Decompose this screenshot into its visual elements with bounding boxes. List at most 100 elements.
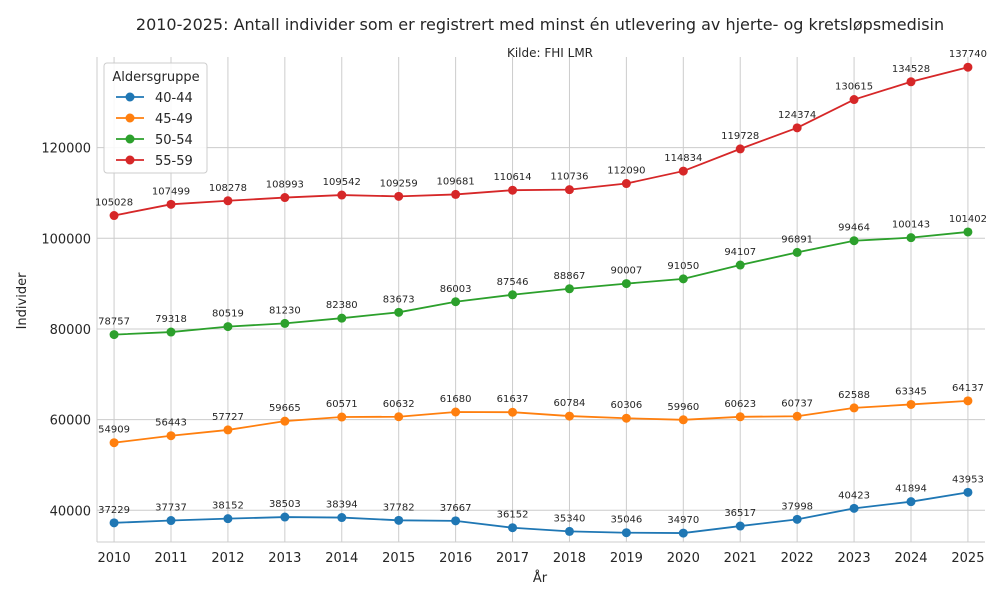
x-tick-label: 2024 [894, 551, 927, 566]
data-point [792, 411, 802, 421]
x-axis-label: År [533, 570, 548, 586]
data-point [109, 211, 119, 221]
data-point [337, 412, 347, 422]
x-tick-label: 2021 [724, 551, 757, 566]
series-40-44: 37229 37737 38152 38503 38394 37782 37667 36152… [98, 474, 984, 538]
legend-label: 40-44 [155, 91, 193, 106]
data-point [906, 497, 916, 507]
data-label: 41894 [895, 484, 927, 495]
x-tick-label: 2010 [98, 551, 131, 566]
data-point [508, 523, 518, 533]
series-line [113, 66, 969, 217]
data-point [280, 193, 290, 203]
grid [97, 57, 985, 542]
legend-label: 45-49 [155, 112, 193, 127]
data-label: 36517 [724, 508, 756, 519]
data-point [792, 123, 802, 133]
data-label: 137740 [949, 49, 987, 60]
data-label: 105028 [95, 198, 133, 209]
data-label: 40423 [838, 490, 870, 501]
data-point [906, 77, 916, 87]
data-point [621, 528, 631, 538]
data-label: 60623 [724, 399, 756, 410]
data-label: 94107 [724, 247, 756, 258]
y-tick-label: 100000 [41, 232, 91, 247]
x-tick-label: 2016 [439, 551, 472, 566]
data-point [564, 284, 574, 294]
legend-marker [125, 134, 135, 144]
data-point [337, 190, 347, 200]
data-point [508, 407, 518, 417]
data-point [223, 322, 233, 332]
data-point [735, 521, 745, 531]
data-point [564, 526, 574, 536]
data-label: 43953 [952, 474, 984, 485]
y-tick-label: 120000 [41, 142, 91, 157]
data-point [508, 290, 518, 300]
data-label: 38152 [212, 501, 244, 512]
data-point [564, 411, 574, 421]
data-label: 37782 [383, 502, 415, 513]
legend-items: 40-44 45-49 50-54 55-59 [116, 91, 193, 169]
x-tick-label: 2023 [838, 551, 871, 566]
data-label: 64137 [952, 383, 984, 394]
x-tick-label: 2018 [553, 551, 586, 566]
legend: Aldersgruppe 40-44 45-49 50-54 55-59 [103, 62, 208, 174]
data-label: 96891 [781, 234, 813, 245]
series-line [114, 231, 969, 336]
data-label: 82380 [326, 300, 358, 311]
data-point [394, 515, 404, 525]
data-point [735, 260, 745, 270]
data-label: 37229 [98, 505, 130, 516]
legend-item-40-44: 40-44 [116, 91, 193, 106]
data-label: 90007 [610, 266, 642, 277]
data-point [678, 528, 688, 538]
data-point [166, 327, 176, 337]
series-line [114, 491, 969, 534]
data-label: 81230 [269, 305, 301, 316]
data-point [280, 416, 290, 426]
data-label: 107499 [152, 186, 190, 197]
data-point [451, 189, 461, 199]
data-point [451, 297, 461, 307]
data-label: 112090 [607, 166, 645, 177]
data-point [223, 196, 233, 206]
data-label: 60571 [326, 399, 358, 410]
data-point [564, 185, 574, 195]
data-point [792, 247, 802, 257]
data-label: 91050 [667, 261, 699, 272]
series-45-49: 54909 56443 57727 59665 60571 60632 61680 61637… [98, 383, 984, 448]
data-label: 60737 [781, 398, 813, 409]
series-lines: 37229 37737 38152 38503 38394 37782 37667 36152… [95, 49, 987, 538]
data-label: 34970 [667, 515, 699, 526]
legend-label: 55-59 [155, 154, 193, 169]
data-label: 57727 [212, 412, 244, 423]
data-label: 59665 [269, 403, 301, 414]
data-label: 124374 [778, 110, 816, 121]
data-point [508, 185, 518, 195]
legend-marker [125, 155, 135, 165]
data-label: 109542 [323, 177, 361, 188]
data-point [906, 233, 916, 243]
data-label: 59960 [667, 402, 699, 413]
data-point [109, 518, 119, 528]
data-label: 108278 [209, 183, 247, 194]
legend-marker [125, 92, 135, 102]
data-label: 86003 [440, 284, 472, 295]
data-label: 108993 [266, 180, 304, 191]
data-label: 134528 [892, 64, 930, 75]
data-point [678, 166, 688, 176]
data-label: 110614 [493, 172, 531, 183]
x-tick-label: 2019 [610, 551, 643, 566]
data-label: 37667 [440, 503, 472, 514]
data-label: 62588 [838, 390, 870, 401]
x-tick-label: 2022 [781, 551, 814, 566]
y-tick-label: 40000 [50, 504, 91, 519]
x-tick-label: 2015 [382, 551, 415, 566]
y-tick-label: 60000 [50, 414, 91, 429]
series-50-54: 78757 79318 80519 81230 82380 83673 86003 87546… [98, 214, 987, 340]
data-label: 109259 [380, 178, 418, 189]
x-tick-label: 2025 [951, 551, 984, 566]
data-label: 88867 [554, 271, 586, 282]
data-point [849, 95, 859, 105]
